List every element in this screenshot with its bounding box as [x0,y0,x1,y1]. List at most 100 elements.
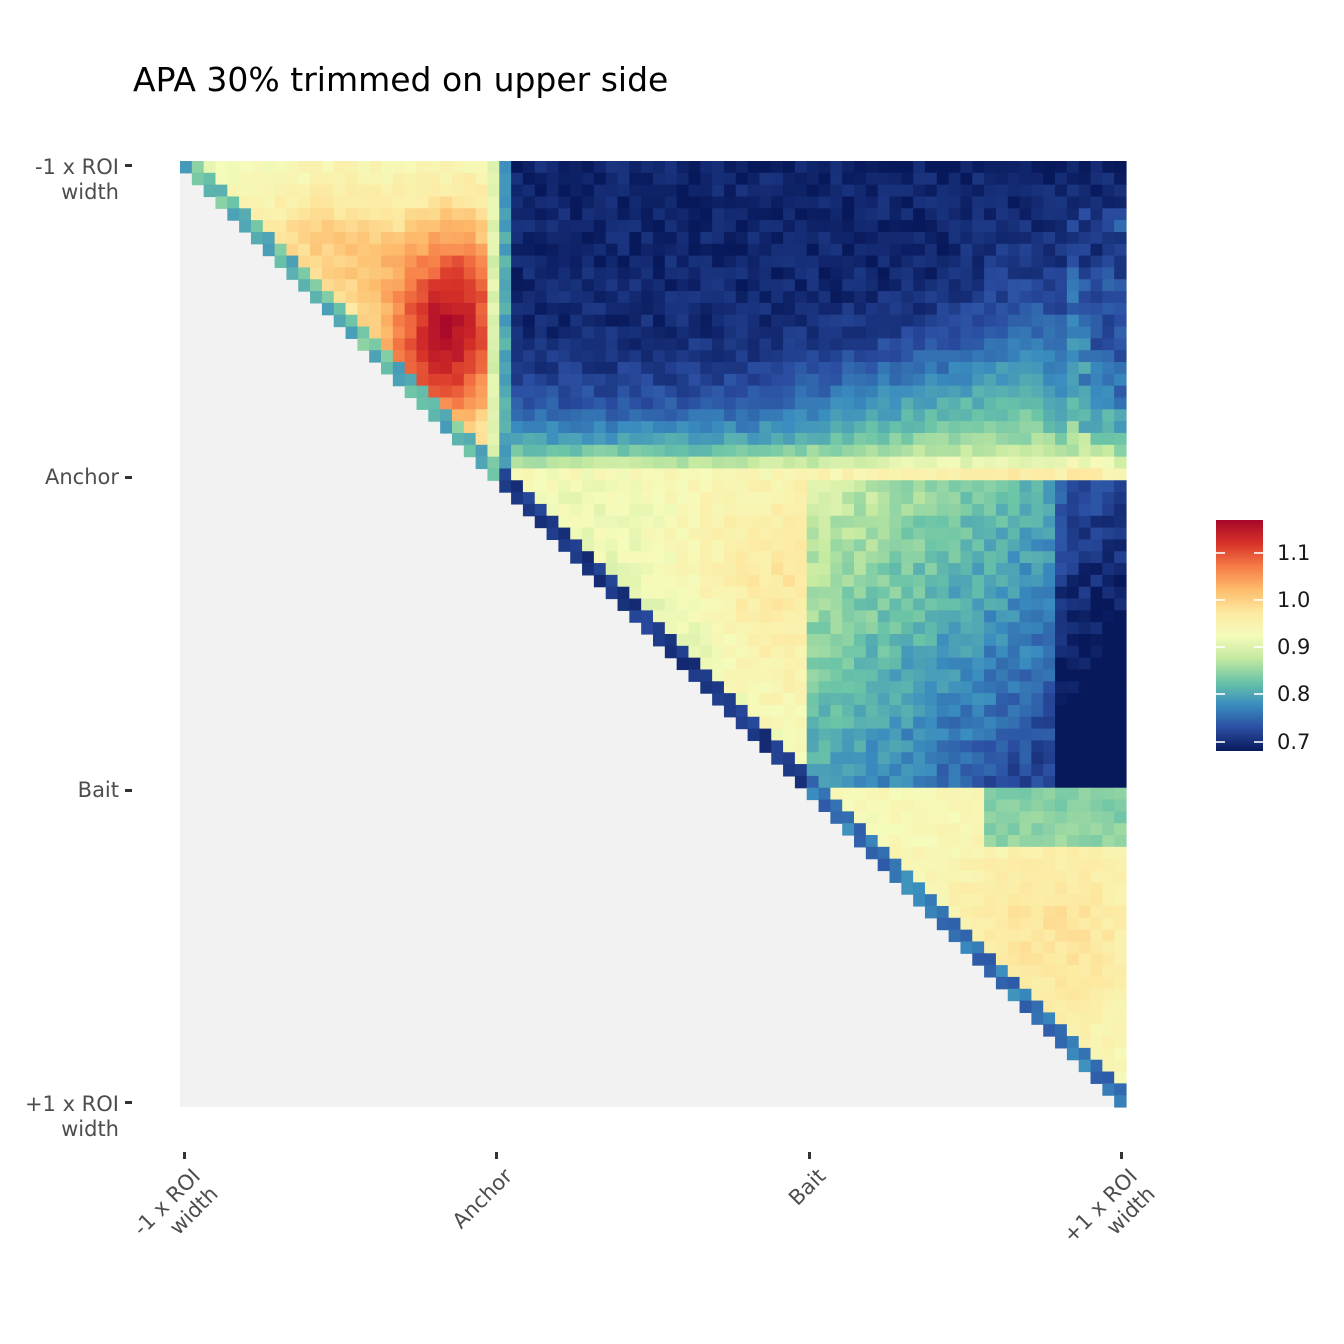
heatmap-cell [913,657,926,671]
heatmap-cell [818,740,831,753]
heatmap-cell [333,231,347,245]
heatmap-cell [1066,846,1080,860]
heatmap-cell [972,929,985,943]
heatmap-cell [653,267,666,280]
heatmap-cell [1102,622,1115,635]
heatmap-cell [676,172,690,186]
heatmap-cell [924,267,938,280]
heatmap-cell [1007,373,1021,387]
heatmap-cell [984,255,997,269]
heatmap-cell [546,291,559,304]
heatmap-cell [345,208,358,221]
heatmap-cell [700,669,713,682]
heatmap-cell [865,444,879,458]
heatmap-cell [511,480,524,493]
heatmap-cell [700,255,713,269]
heatmap-cell [617,444,630,458]
heatmap-cell [723,350,737,363]
heatmap-cell [877,610,891,623]
heatmap-cell [451,231,465,245]
heatmap-cell [546,515,559,529]
heatmap-cell [818,291,831,304]
heatmap-cell [830,574,843,588]
heatmap-cell [700,645,713,659]
heatmap-cell [546,302,559,316]
heatmap-cell [901,373,914,387]
heatmap-cell [1031,196,1044,209]
heatmap-cell [676,551,690,564]
heatmap-cell [534,220,548,233]
heatmap-cell [794,657,808,671]
heatmap-cell [783,220,796,233]
heatmap-cell [1055,882,1068,895]
heatmap-cell [783,302,796,316]
heatmap-cell [913,586,926,600]
heatmap-cell [617,267,630,280]
heatmap-cell [1031,645,1044,659]
heatmap-cell [475,350,489,363]
heatmap-cell [1031,409,1044,422]
heatmap-cell [783,338,796,351]
heatmap-cell [298,255,311,269]
heatmap-cell [463,231,477,245]
heatmap-cell [1043,196,1056,209]
heatmap-cell [854,563,867,576]
heatmap-cell [830,492,843,505]
heatmap-cell [641,338,654,351]
heatmap-cell [1055,598,1068,611]
heatmap-cell [428,267,441,280]
heatmap-cell [913,669,926,682]
heatmap-cell [286,161,299,174]
heatmap-cell [712,480,725,493]
heatmap-cell [723,645,737,659]
heatmap-cell [475,432,489,446]
heatmap-cell [546,208,559,221]
heatmap-cell [830,764,843,777]
heatmap-cell [440,314,453,328]
heatmap-cell [735,421,749,434]
heatmap-cell [653,220,666,233]
heatmap-cell [582,480,595,493]
heatmap-cell [972,468,985,481]
heatmap-cell [794,669,808,682]
heatmap-cell [664,574,678,588]
heatmap-cell [688,669,701,682]
heatmap-cell [653,539,666,552]
heatmap-cell [416,267,429,280]
heatmap-cell [995,480,1009,493]
heatmap-cell [511,397,524,410]
heatmap-cell [1114,787,1127,801]
heatmap-cell [747,563,761,576]
heatmap-cell [723,208,737,221]
heatmap-cell [1031,563,1044,576]
heatmap-cell [463,362,477,375]
heatmap-cell [960,338,973,351]
heatmap-cell [747,421,761,434]
heatmap-cell [570,409,583,422]
heatmap-cell [310,220,323,233]
heatmap-cell [1078,468,1092,481]
heatmap-cell [522,326,536,339]
heatmap-cell [913,409,926,422]
heatmap-cell [475,314,489,328]
heatmap-cell [889,362,902,375]
heatmap-cell [463,291,477,304]
heatmap-cell [877,243,891,257]
heatmap-cell [948,586,962,600]
heatmap-cell [676,326,690,339]
heatmap-cell [1019,515,1032,529]
heatmap-cell [1031,574,1044,588]
heatmap-cell [735,539,749,552]
heatmap-cell [1031,586,1044,600]
heatmap-cell [570,421,583,434]
heatmap-cell [783,468,796,481]
heatmap-cell [676,161,690,174]
heatmap-cell [522,421,536,434]
heatmap-cell [865,598,879,611]
heatmap-cell [522,279,536,292]
heatmap-cell [806,302,820,316]
heatmap-cell [570,267,583,280]
heatmap-cell [723,669,737,682]
heatmap-cell [558,409,571,422]
heatmap-cell [1066,693,1080,706]
